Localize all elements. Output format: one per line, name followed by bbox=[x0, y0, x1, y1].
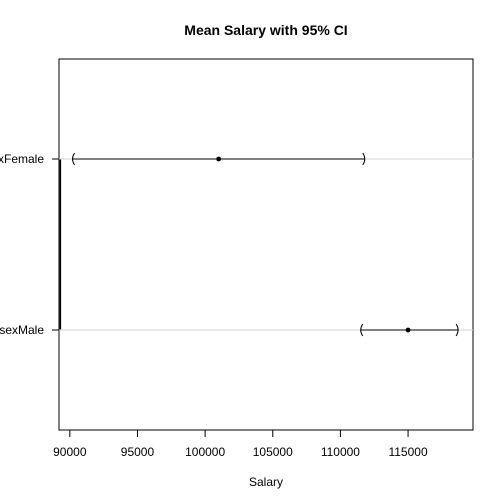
chart-title: Mean Salary with 95% CI bbox=[184, 22, 347, 38]
guide-lines bbox=[59, 158, 473, 331]
x-axis-label: Salary bbox=[249, 475, 283, 489]
ci-upper-sexMale bbox=[455, 323, 459, 337]
mean-point-sexMale bbox=[405, 327, 411, 333]
y-tick-label-sexMale: sexMale bbox=[0, 323, 44, 337]
ci-lower-sexFemale bbox=[72, 152, 75, 166]
x-tick-label-90000: 90000 bbox=[53, 445, 87, 459]
ci-upper-sexFemale bbox=[362, 152, 366, 166]
x-tick-label-95000: 95000 bbox=[121, 445, 155, 459]
ci-series bbox=[72, 152, 459, 337]
x-tick-label-110000: 110000 bbox=[321, 445, 360, 459]
x-tick-label-115000: 115000 bbox=[388, 445, 427, 459]
x-tick-label-100000: 100000 bbox=[185, 445, 225, 459]
y-tick-label-sexFemale: xFemale bbox=[0, 152, 44, 166]
x-axis: 90000 95000 100000 105000 110000 115000 bbox=[53, 430, 428, 459]
plot-frame bbox=[58, 58, 474, 431]
mean-point-sexFemale bbox=[216, 156, 222, 162]
y-tick-labels: xFemale sexMale bbox=[0, 152, 59, 337]
ci-lower-sexMale bbox=[360, 323, 364, 337]
x-tick-label-105000: 105000 bbox=[253, 445, 293, 459]
